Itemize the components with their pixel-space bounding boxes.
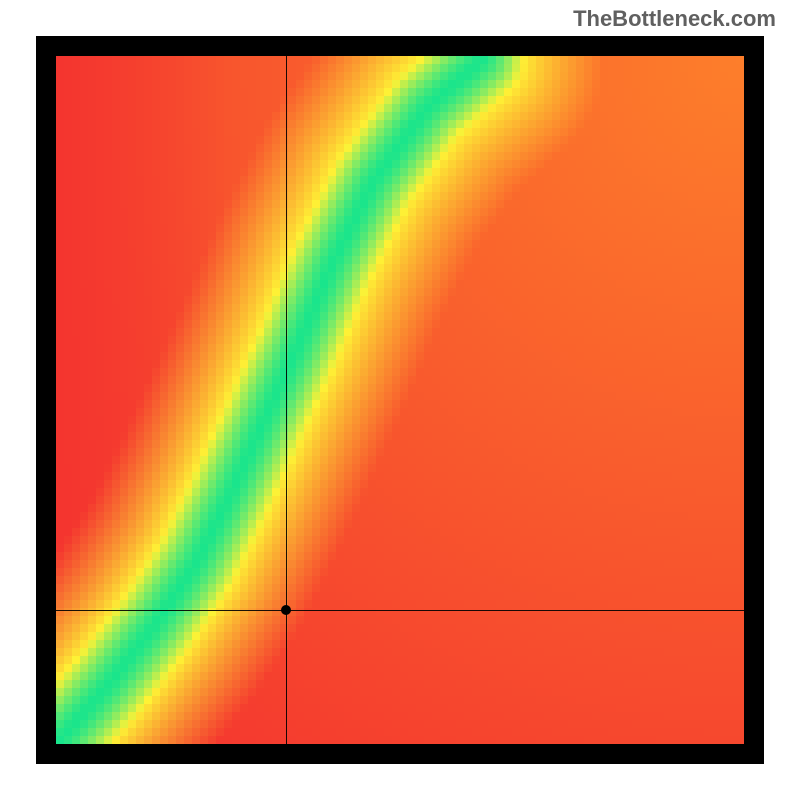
crosshair-horizontal [56, 610, 744, 611]
watermark-text: TheBottleneck.com [573, 6, 776, 32]
chart-wrapper: TheBottleneck.com [0, 0, 800, 800]
overlay-layer [56, 56, 744, 744]
plot-frame [36, 36, 764, 764]
crosshair-marker [281, 605, 291, 615]
crosshair-vertical [286, 56, 287, 744]
